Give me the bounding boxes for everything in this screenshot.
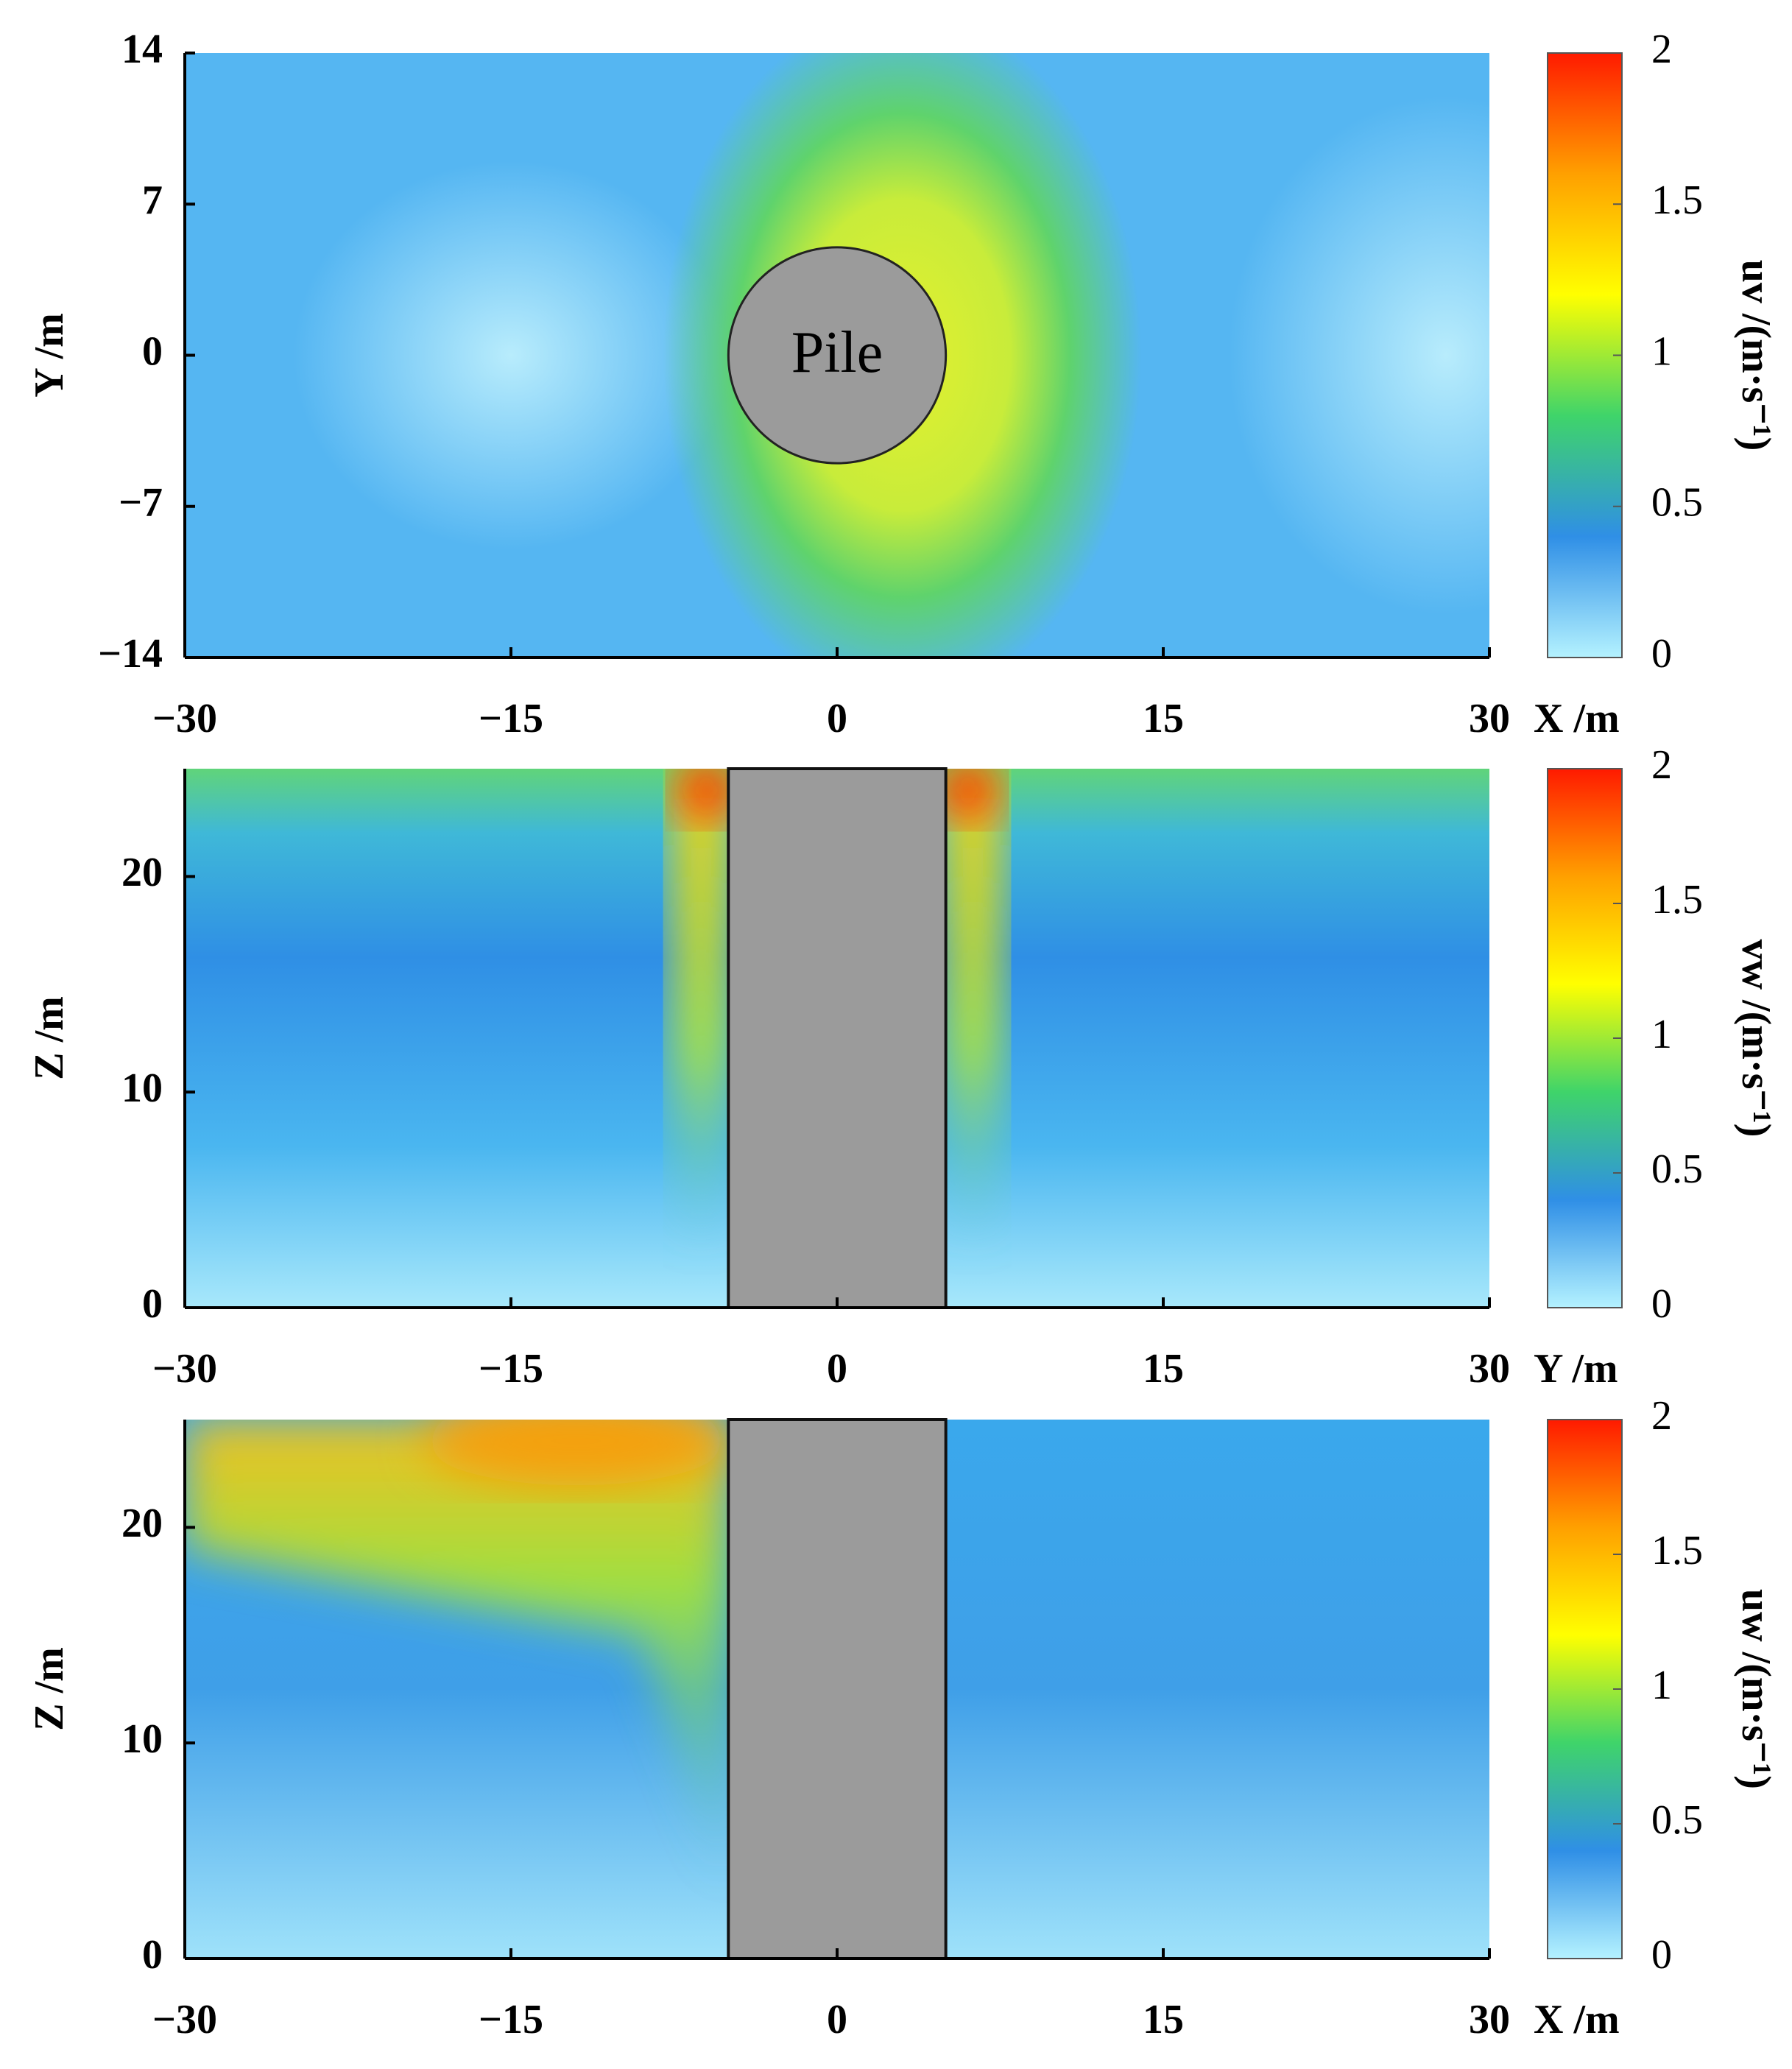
pile bbox=[727, 1418, 948, 1960]
y-tick-label: 0 bbox=[142, 328, 163, 374]
colorbar-label: vw /(m·s⁻¹) bbox=[1733, 940, 1779, 1138]
panel: Pile −30 −15 0 15 30 X /m −14 −7 0 7 14 Y /m 0 0.5 1 1.5… bbox=[27, 27, 1779, 741]
colorbar-label: uv /(m·s⁻¹) bbox=[1733, 260, 1779, 451]
pile bbox=[727, 767, 948, 1309]
colorbar-tick-label: 0.5 bbox=[1651, 1146, 1703, 1192]
colorbar-tick-label: 1.5 bbox=[1651, 177, 1703, 223]
field-shading bbox=[677, 769, 736, 820]
x-tick-label: 30 bbox=[1469, 696, 1510, 741]
colorbar-tick-label: 0.5 bbox=[1651, 480, 1703, 526]
x-tick-label: 0 bbox=[827, 696, 847, 741]
x-tick-label: −15 bbox=[479, 1997, 543, 2042]
colorbar-tick-label: 1 bbox=[1651, 1663, 1672, 1708]
x-tick-label: −30 bbox=[152, 1997, 217, 2042]
x-tick-label: 30 bbox=[1469, 1997, 1510, 2042]
y-tick-label: 0 bbox=[142, 1281, 163, 1327]
y-tick-label: 10 bbox=[121, 1065, 163, 1111]
field-shading bbox=[185, 1420, 729, 1894]
colorbar-tick-label: 0 bbox=[1651, 1281, 1672, 1327]
x-tick-label: 15 bbox=[1143, 696, 1184, 741]
pile-label: Pile bbox=[791, 320, 883, 385]
colorbar bbox=[1547, 1419, 1623, 1959]
x-tick-label: −15 bbox=[479, 696, 543, 741]
colorbar-tick-label: 0 bbox=[1651, 1932, 1672, 1978]
colorbar-tick-label: 2 bbox=[1651, 742, 1672, 788]
colorbar bbox=[1547, 52, 1623, 658]
y-tick-label: −14 bbox=[98, 631, 163, 677]
x-tick-label: 0 bbox=[827, 1997, 847, 2042]
x-tick-label: 30 bbox=[1469, 1346, 1510, 1392]
y-tick-label: 0 bbox=[142, 1932, 163, 1978]
x-axis-label: X /m bbox=[1534, 696, 1620, 741]
colorbar bbox=[1547, 768, 1623, 1308]
x-axis-label: X /m bbox=[1534, 1997, 1620, 2042]
field-shading bbox=[945, 769, 1001, 1244]
colorbar-tick-label: 0 bbox=[1651, 631, 1672, 677]
x-tick-label: 15 bbox=[1143, 1997, 1184, 2042]
y-tick-label: 20 bbox=[121, 850, 163, 895]
x-tick-label: 15 bbox=[1143, 1346, 1184, 1392]
colorbar-tick-label: 1.5 bbox=[1651, 1528, 1703, 1573]
field-shading bbox=[293, 161, 729, 550]
colorbar-tick-label: 1.5 bbox=[1651, 877, 1703, 923]
y-tick-label: 7 bbox=[142, 177, 163, 223]
y-axis-label: Z /m bbox=[27, 996, 72, 1080]
field-shading bbox=[938, 769, 998, 820]
y-tick-label: 20 bbox=[121, 1501, 163, 1546]
colorbar-label: uw /(m·s⁻¹) bbox=[1733, 1589, 1779, 1789]
colorbar-tick-label: 0.5 bbox=[1651, 1797, 1703, 1843]
colorbar-tick-label: 1 bbox=[1651, 328, 1672, 374]
x-tick-label: −30 bbox=[152, 696, 217, 741]
field-shading bbox=[1228, 96, 1489, 615]
x-tick-label: −30 bbox=[152, 1346, 217, 1392]
y-tick-label: −7 bbox=[119, 480, 163, 526]
field-shading bbox=[423, 1420, 729, 1486]
y-axis-label: Y /m bbox=[27, 313, 72, 398]
y-tick-label: 10 bbox=[121, 1716, 163, 1762]
x-tick-label: −15 bbox=[479, 1346, 543, 1392]
x-axis-label: Y /m bbox=[1534, 1346, 1618, 1392]
pile bbox=[727, 246, 948, 465]
colorbar-tick-label: 1 bbox=[1651, 1012, 1672, 1057]
y-axis-label: Z /m bbox=[27, 1647, 72, 1731]
colorbar-tick-label: 2 bbox=[1651, 27, 1672, 72]
colorbar-tick-label: 2 bbox=[1651, 1393, 1672, 1439]
panel: −30 −15 0 15 30 Y /m 0 10 20 Z /m 0 0.5 1 1.5 2 vw /(m·… bbox=[27, 742, 1779, 1392]
field-shading bbox=[674, 769, 729, 1244]
y-tick-label: 14 bbox=[121, 27, 163, 72]
panel: −30 −15 0 15 30 X /m 0 10 20 Z /m 0 0.5 1 1.5 2 uw /(m·… bbox=[27, 1393, 1779, 2042]
x-tick-label: 0 bbox=[827, 1346, 847, 1392]
